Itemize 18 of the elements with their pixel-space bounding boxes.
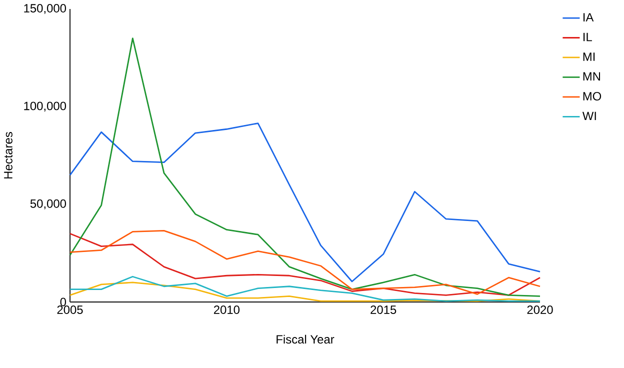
line-series: [69, 122, 541, 282]
y-tick-label: 150,000: [24, 4, 66, 14]
x-tick-label: 2020: [527, 306, 553, 314]
line-series: [69, 38, 541, 297]
x-tick-label: 2015: [370, 306, 396, 314]
y-axis-title: Hectares: [4, 132, 12, 178]
legend-label: MN: [583, 72, 600, 81]
legend-label: IL: [584, 32, 592, 42]
x-tick-label: 2010: [214, 306, 240, 314]
y-tick-label: 0: [60, 298, 66, 306]
y-tick-label: 50,000: [30, 199, 66, 210]
y-tick-label: 100,000: [24, 102, 66, 112]
x-axis-title: Fiscal Year: [276, 334, 334, 344]
legend-label: MI: [583, 52, 595, 61]
legend-label: IA: [584, 13, 594, 22]
legend-label: WI: [582, 112, 596, 120]
x-tick-label: 2005: [57, 306, 83, 314]
legend-label: MO: [583, 92, 602, 100]
